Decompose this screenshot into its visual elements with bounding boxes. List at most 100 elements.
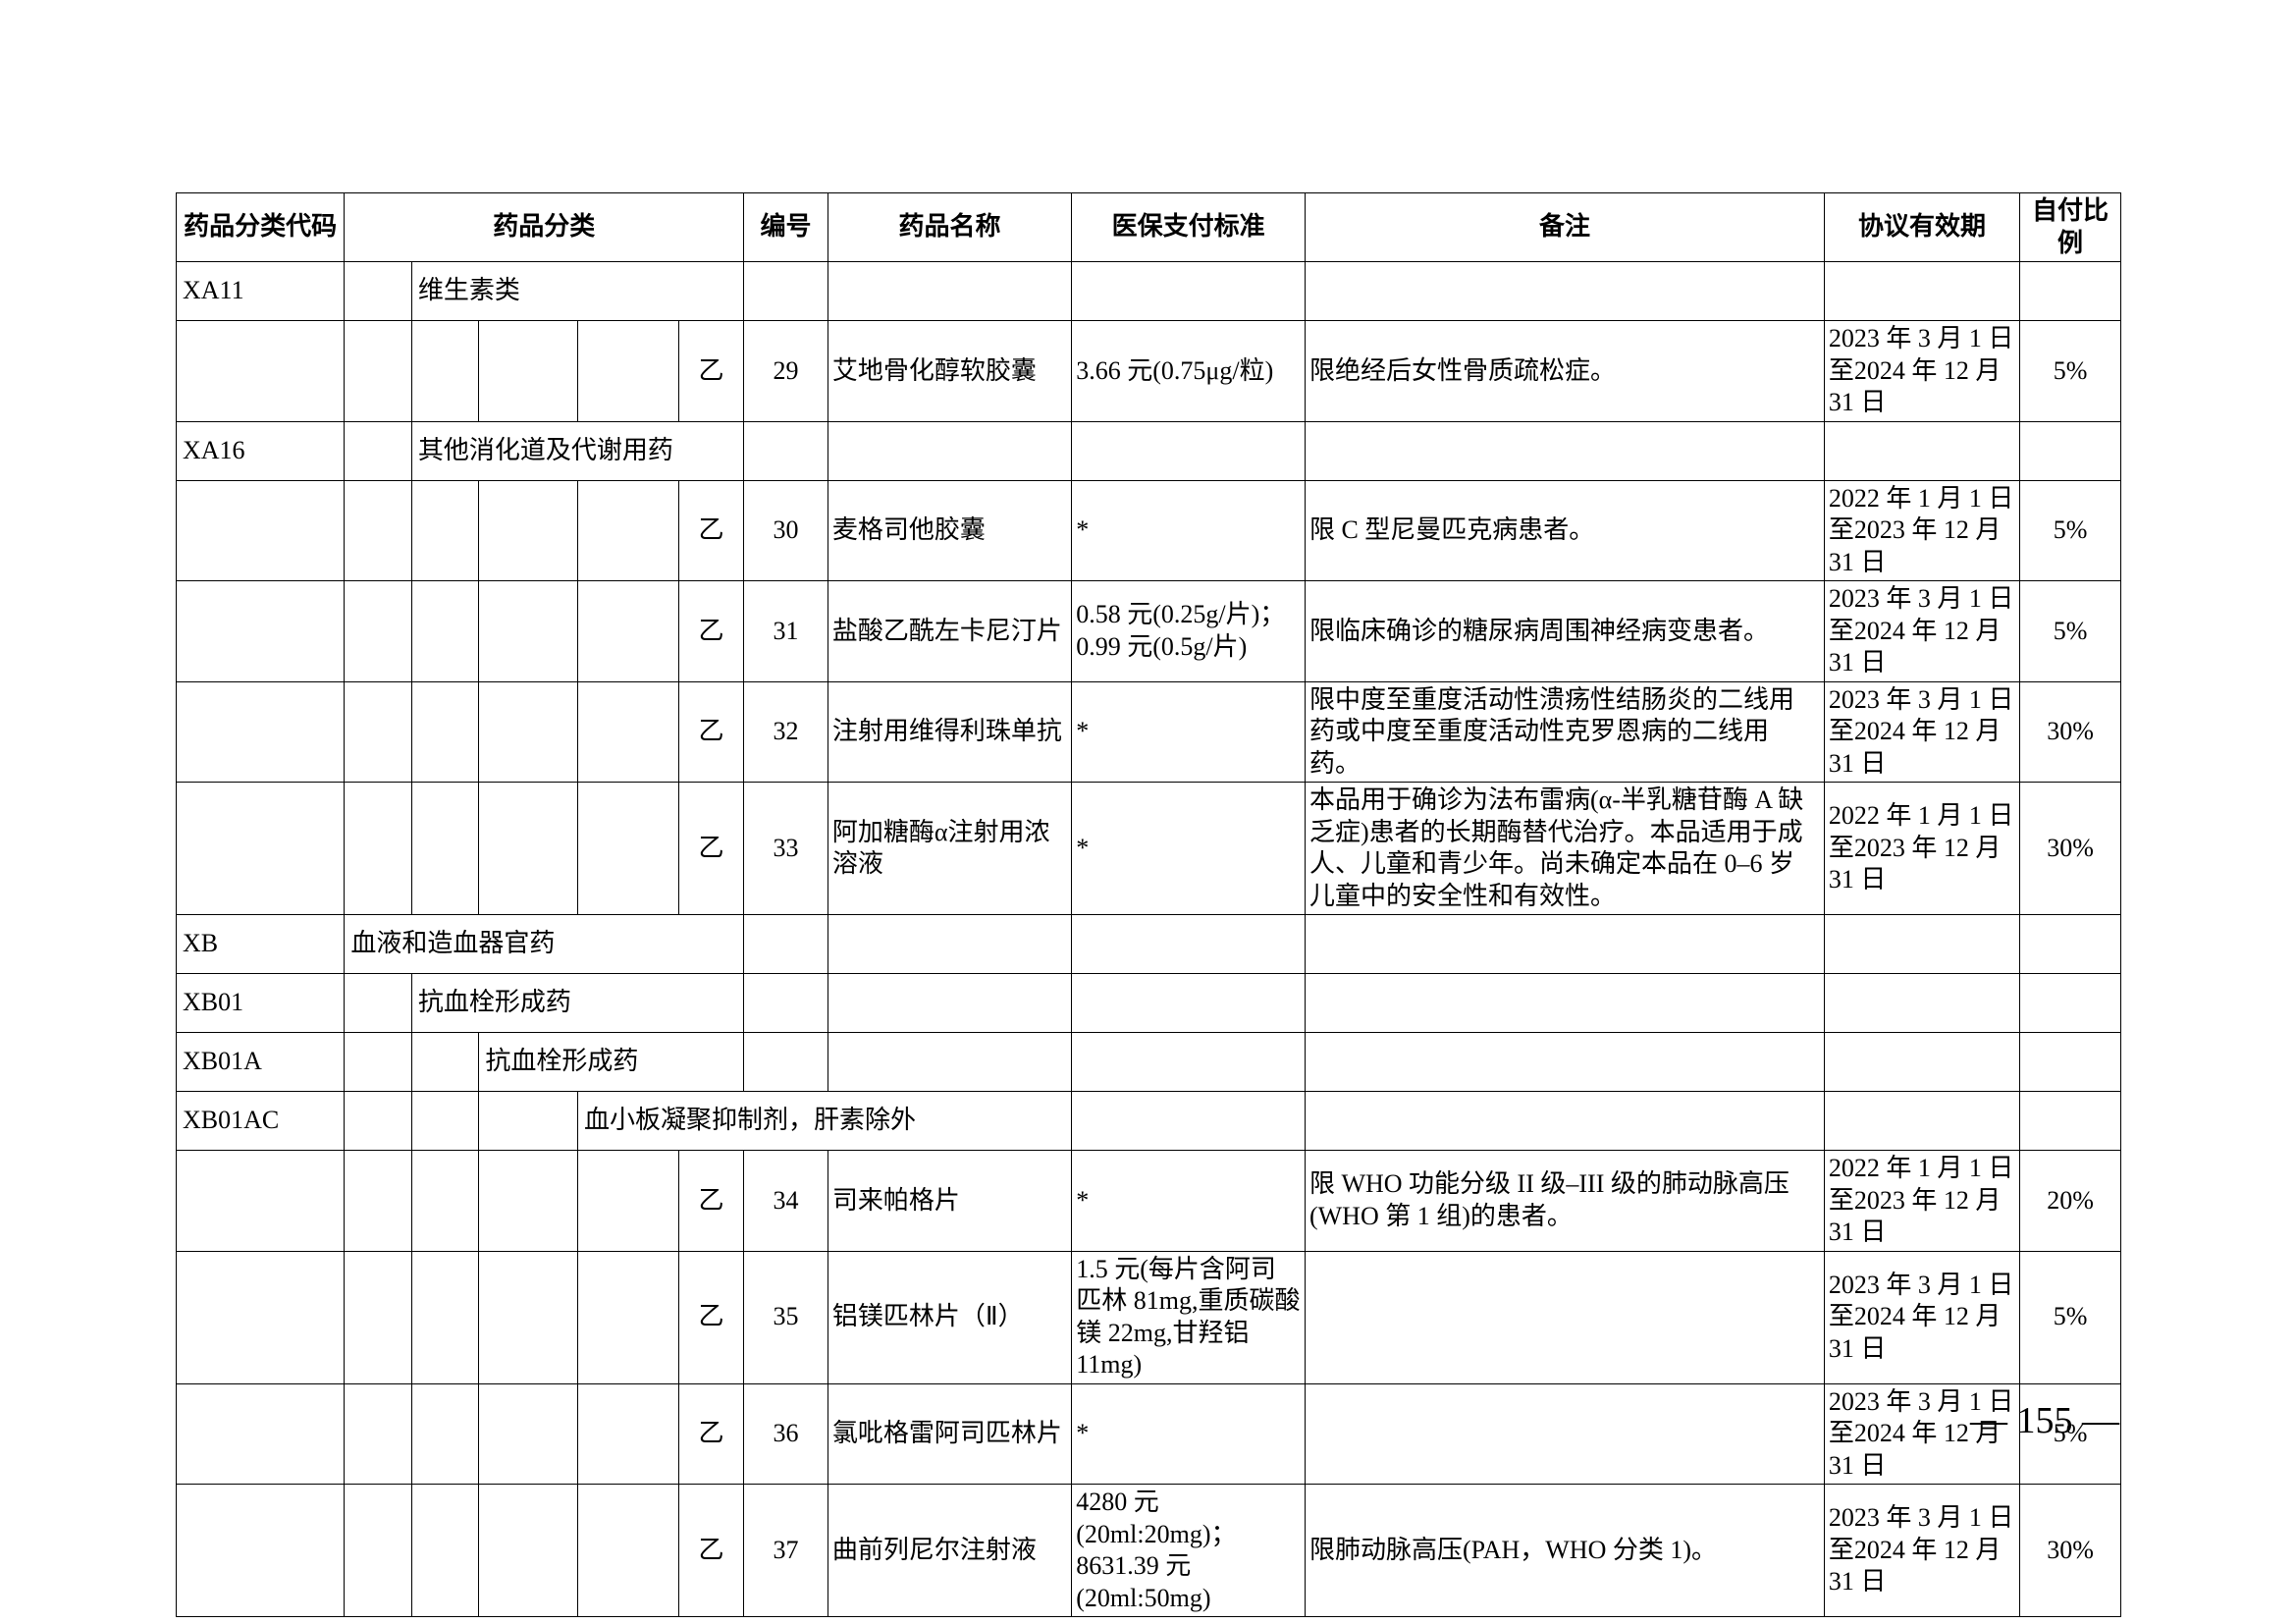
cell-indent: [345, 1485, 412, 1617]
cell-num: 33: [744, 783, 828, 915]
cell-ratio: [2020, 1033, 2121, 1092]
cell-std: [1072, 421, 1306, 480]
cell-indent: [411, 1383, 479, 1485]
cell-indent: [411, 480, 479, 581]
cell-num: 34: [744, 1151, 828, 1252]
table-row: 乙37曲前列尼尔注射液4280 元(20ml:20mg)；8631.39 元(2…: [177, 1485, 2121, 1617]
cell-ratio: [2020, 915, 2121, 974]
cell-num: [744, 915, 828, 974]
col-category: 药品分类: [345, 193, 744, 262]
cell-std: [1072, 974, 1306, 1033]
cell-name: [828, 915, 1071, 974]
cell-category-label: 抗血栓形成药: [479, 1033, 744, 1092]
cell-std: *: [1072, 1383, 1306, 1485]
cell-category-label: 血液和造血器官药: [345, 915, 744, 974]
cell-name: [828, 262, 1071, 321]
cell-grade: 乙: [678, 1383, 743, 1485]
table-row: 乙29艾地骨化醇软胶囊3.66 元(0.75μg/粒)限绝经后女性骨质疏松症。2…: [177, 321, 2121, 422]
cell-indent: [479, 1151, 578, 1252]
cell-remark: [1305, 1251, 1824, 1383]
cell-grade: 乙: [678, 480, 743, 581]
cell-category-label: 维生素类: [411, 262, 743, 321]
cell-indent: [479, 480, 578, 581]
cell-std: 1.5 元(每片含阿司匹林 81mg,重质碳酸镁 22mg,甘羟铝 11mg): [1072, 1251, 1306, 1383]
cell-code: XB01AC: [177, 1092, 345, 1151]
cell-indent: [577, 783, 678, 915]
cell-grade: 乙: [678, 1251, 743, 1383]
cell-num: 29: [744, 321, 828, 422]
cell-indent: [411, 1251, 479, 1383]
cell-indent: [577, 681, 678, 783]
cell-num: 35: [744, 1251, 828, 1383]
cell-indent: [577, 581, 678, 682]
cell-remark: 本品用于确诊为法布雷病(α-半乳糖苷酶 A 缺乏症)患者的长期酶替代治疗。本品适…: [1305, 783, 1824, 915]
cell-ratio: 30%: [2020, 783, 2121, 915]
cell-indent: [345, 974, 412, 1033]
cell-ratio: 5%: [2020, 581, 2121, 682]
cell-name: 艾地骨化醇软胶囊: [828, 321, 1071, 422]
cell-code: [177, 783, 345, 915]
cell-valid: 2023 年 3 月 1 日至2024 年 12 月 31 日: [1824, 681, 2019, 783]
table-row: 乙32注射用维得利珠单抗*限中度至重度活动性溃疡性结肠炎的二线用药或中度至重度活…: [177, 681, 2121, 783]
table-row: 乙31盐酸乙酰左卡尼汀片0.58 元(0.25g/片)；0.99 元(0.5g/…: [177, 581, 2121, 682]
cell-grade: 乙: [678, 1485, 743, 1617]
col-valid: 协议有效期: [1824, 193, 2019, 262]
page-content: 药品分类代码 药品分类 编号 药品名称 医保支付标准 备注 协议有效期 自付比例…: [176, 192, 2121, 1617]
cell-indent: [345, 1151, 412, 1252]
table-row: 乙34司来帕格片*限 WHO 功能分级 II 级–III 级的肺动脉高压(WHO…: [177, 1151, 2121, 1252]
cell-remark: 限 C 型尼曼匹克病患者。: [1305, 480, 1824, 581]
cell-grade: 乙: [678, 1151, 743, 1252]
cell-remark: 限绝经后女性骨质疏松症。: [1305, 321, 1824, 422]
cell-indent: [479, 581, 578, 682]
cell-remark: [1305, 974, 1824, 1033]
table-row: XB01抗血栓形成药: [177, 974, 2121, 1033]
cell-indent: [577, 1383, 678, 1485]
cell-ratio: [2020, 974, 2121, 1033]
table-row: XA11维生素类: [177, 262, 2121, 321]
cell-name: 司来帕格片: [828, 1151, 1071, 1252]
cell-remark: [1305, 1092, 1824, 1151]
cell-indent: [411, 1151, 479, 1252]
cell-remark: [1305, 421, 1824, 480]
cell-valid: 2023 年 3 月 1 日至2024 年 12 月 31 日: [1824, 581, 2019, 682]
cell-num: 37: [744, 1485, 828, 1617]
table-row: 乙30麦格司他胶囊*限 C 型尼曼匹克病患者。2022 年 1 月 1 日至20…: [177, 480, 2121, 581]
cell-ratio: [2020, 262, 2121, 321]
col-ratio: 自付比例: [2020, 193, 2121, 262]
cell-indent: [479, 783, 578, 915]
cell-name: 铝镁匹林片（Ⅱ）: [828, 1251, 1071, 1383]
cell-indent: [411, 1092, 479, 1151]
cell-name: 盐酸乙酰左卡尼汀片: [828, 581, 1071, 682]
cell-ratio: [2020, 1092, 2121, 1151]
cell-std: [1072, 262, 1306, 321]
cell-code: [177, 681, 345, 783]
cell-name: 阿加糖酶α注射用浓溶液: [828, 783, 1071, 915]
col-std: 医保支付标准: [1072, 193, 1306, 262]
table-row: 乙33阿加糖酶α注射用浓溶液*本品用于确诊为法布雷病(α-半乳糖苷酶 A 缺乏症…: [177, 783, 2121, 915]
cell-ratio: 30%: [2020, 681, 2121, 783]
cell-indent: [411, 1485, 479, 1617]
drug-table: 药品分类代码 药品分类 编号 药品名称 医保支付标准 备注 协议有效期 自付比例…: [176, 192, 2121, 1617]
table-row: XB01AC血小板凝聚抑制剂，肝素除外: [177, 1092, 2121, 1151]
cell-indent: [577, 480, 678, 581]
cell-valid: 2023 年 3 月 1 日至2024 年 12 月 31 日: [1824, 1251, 2019, 1383]
cell-indent: [479, 1251, 578, 1383]
cell-valid: 2022 年 1 月 1 日至2023 年 12 月 31 日: [1824, 783, 2019, 915]
cell-category-label: 抗血栓形成药: [411, 974, 743, 1033]
cell-code: [177, 480, 345, 581]
cell-name: [828, 1033, 1071, 1092]
cell-indent: [577, 1151, 678, 1252]
cell-indent: [411, 321, 479, 422]
cell-code: [177, 1151, 345, 1252]
cell-indent: [479, 1485, 578, 1617]
table-row: XB血液和造血器官药: [177, 915, 2121, 974]
cell-indent: [577, 1485, 678, 1617]
cell-category-label: 其他消化道及代谢用药: [411, 421, 743, 480]
cell-code: XA16: [177, 421, 345, 480]
cell-indent: [345, 1092, 412, 1151]
cell-std: 3.66 元(0.75μg/粒): [1072, 321, 1306, 422]
cell-std: *: [1072, 783, 1306, 915]
col-remark: 备注: [1305, 193, 1824, 262]
cell-indent: [345, 681, 412, 783]
cell-indent: [345, 1383, 412, 1485]
